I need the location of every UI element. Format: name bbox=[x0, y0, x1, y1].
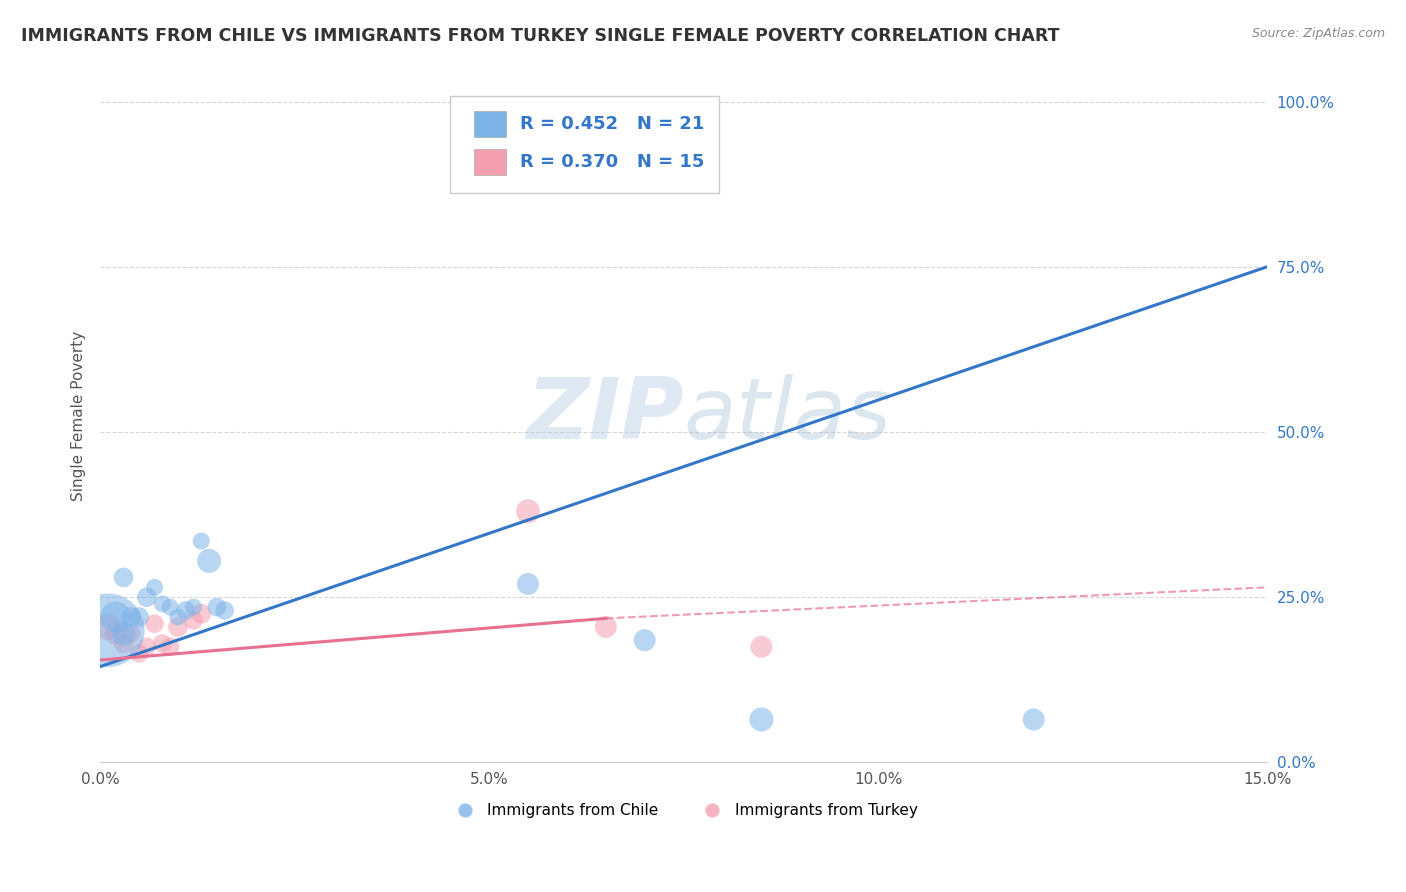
Bar bbox=[474, 149, 506, 176]
Point bbox=[120, 610, 142, 624]
Point bbox=[595, 620, 617, 634]
Point bbox=[167, 610, 190, 624]
Point bbox=[112, 570, 135, 584]
Point bbox=[174, 603, 197, 617]
Point bbox=[104, 610, 127, 624]
Point bbox=[190, 607, 212, 621]
Point bbox=[517, 577, 540, 591]
Point bbox=[97, 620, 120, 634]
Point bbox=[128, 647, 150, 661]
Point bbox=[135, 591, 157, 605]
Point bbox=[104, 626, 127, 640]
Point bbox=[517, 504, 540, 518]
Point bbox=[128, 610, 150, 624]
Text: ZIP: ZIP bbox=[526, 374, 683, 457]
FancyBboxPatch shape bbox=[450, 96, 718, 194]
Point bbox=[112, 626, 135, 640]
Text: R = 0.452   N = 21: R = 0.452 N = 21 bbox=[520, 115, 704, 133]
Text: R = 0.370   N = 15: R = 0.370 N = 15 bbox=[520, 153, 704, 171]
Point bbox=[97, 624, 120, 638]
Y-axis label: Single Female Poverty: Single Female Poverty bbox=[72, 330, 86, 500]
Point bbox=[135, 640, 157, 654]
Point bbox=[183, 600, 205, 615]
Point bbox=[167, 620, 190, 634]
Point bbox=[120, 626, 142, 640]
Text: Source: ZipAtlas.com: Source: ZipAtlas.com bbox=[1251, 27, 1385, 40]
Point bbox=[751, 713, 773, 727]
Text: IMMIGRANTS FROM CHILE VS IMMIGRANTS FROM TURKEY SINGLE FEMALE POVERTY CORRELATIO: IMMIGRANTS FROM CHILE VS IMMIGRANTS FROM… bbox=[21, 27, 1060, 45]
Point bbox=[183, 613, 205, 627]
Point bbox=[150, 636, 173, 650]
Point bbox=[198, 554, 221, 568]
Point bbox=[751, 640, 773, 654]
Point bbox=[205, 600, 228, 615]
Bar bbox=[474, 111, 506, 137]
Point bbox=[214, 603, 236, 617]
Point bbox=[190, 534, 212, 549]
Point bbox=[634, 633, 657, 648]
Point bbox=[159, 600, 181, 615]
Point bbox=[159, 640, 181, 654]
Point bbox=[150, 597, 173, 611]
Point bbox=[1022, 713, 1045, 727]
Point bbox=[112, 636, 135, 650]
Text: atlas: atlas bbox=[683, 374, 891, 457]
Legend: Immigrants from Chile, Immigrants from Turkey: Immigrants from Chile, Immigrants from T… bbox=[443, 797, 924, 824]
Point bbox=[143, 580, 166, 594]
Point bbox=[143, 616, 166, 631]
